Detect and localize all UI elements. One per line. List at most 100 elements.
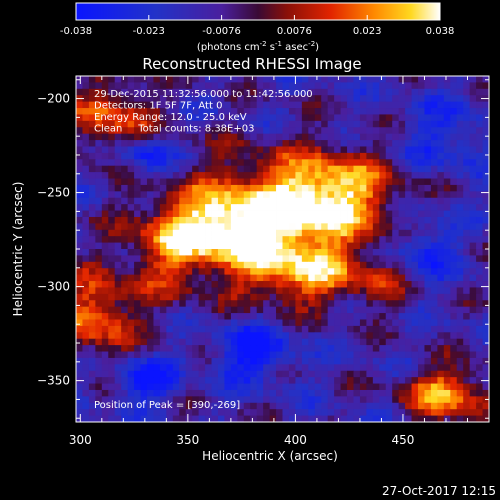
heatmap-cell xyxy=(463,370,471,378)
heatmap-cell xyxy=(205,300,212,308)
heatmap-cell xyxy=(379,396,387,404)
heatmap-cell xyxy=(101,351,109,359)
heatmap-cell xyxy=(424,146,432,154)
heatmap-cell xyxy=(476,114,483,122)
heatmap-cell xyxy=(237,88,245,96)
heatmap-cell xyxy=(101,197,109,205)
heatmap-cell xyxy=(198,338,206,346)
heatmap-cell xyxy=(327,82,335,90)
heatmap-cell xyxy=(166,409,174,416)
heatmap-cell xyxy=(185,133,193,141)
heatmap-cell xyxy=(437,383,445,391)
heatmap-cell xyxy=(211,313,219,320)
heatmap-cell xyxy=(127,293,135,301)
heatmap-cell xyxy=(205,133,212,141)
heatmap-cell xyxy=(205,140,212,147)
heatmap-cell xyxy=(185,236,193,243)
heatmap-cell xyxy=(411,101,419,109)
heatmap-cell xyxy=(95,120,103,128)
heatmap-cell xyxy=(314,370,322,378)
heatmap-cell xyxy=(121,261,129,269)
heatmap-cell xyxy=(159,95,167,103)
heatmap-cell xyxy=(476,415,483,423)
heatmap-cell xyxy=(482,293,490,301)
heatmap-cell xyxy=(314,383,322,391)
heatmap-cell xyxy=(430,415,438,423)
heatmap-cell xyxy=(379,377,387,384)
heatmap-cell xyxy=(321,146,329,154)
heatmap-cell xyxy=(340,242,348,250)
heatmap-cell xyxy=(114,108,122,115)
heatmap-cell xyxy=(340,261,348,269)
heatmap-cell xyxy=(340,229,348,237)
heatmap-cell xyxy=(347,108,354,115)
heatmap-cell xyxy=(424,133,432,141)
heatmap-cell xyxy=(153,178,161,186)
heatmap-cell xyxy=(82,357,90,365)
heatmap-cell xyxy=(469,152,477,160)
heatmap-cell xyxy=(88,293,96,301)
heatmap-cell xyxy=(469,140,477,147)
heatmap-cell xyxy=(366,338,374,346)
heatmap-cell xyxy=(359,95,367,103)
heatmap-cell xyxy=(340,165,348,173)
heatmap-cell xyxy=(217,133,225,141)
heatmap-cell xyxy=(463,332,471,340)
heatmap-cell xyxy=(327,159,335,167)
heatmap-cell xyxy=(392,313,400,320)
heatmap-cell xyxy=(482,306,490,314)
heatmap-cell xyxy=(269,261,277,269)
heatmap-cell xyxy=(269,242,277,250)
heatmap-cell xyxy=(443,120,451,128)
heatmap-cell xyxy=(288,293,296,301)
heatmap-cell xyxy=(353,300,361,308)
heatmap-cell xyxy=(482,229,490,237)
heatmap-cell xyxy=(127,140,135,147)
heatmap-cell xyxy=(198,127,206,135)
heatmap-cell xyxy=(76,223,83,231)
heatmap-cell xyxy=(437,165,445,173)
heatmap-cell xyxy=(379,204,387,211)
heatmap-cell xyxy=(411,133,419,141)
heatmap-cell xyxy=(211,402,219,410)
heatmap-cell xyxy=(411,377,419,384)
heatmap-cell xyxy=(430,229,438,237)
heatmap-cell xyxy=(301,345,309,352)
heatmap-cell xyxy=(411,191,419,199)
heatmap-cell xyxy=(308,306,316,314)
heatmap-cell xyxy=(76,249,83,256)
heatmap-cell xyxy=(482,383,490,391)
heatmap-cell xyxy=(334,101,341,109)
heatmap-cell xyxy=(340,114,348,122)
heatmap-cell xyxy=(205,229,212,237)
heatmap-cell xyxy=(166,281,174,288)
heatmap-cell xyxy=(140,383,148,391)
heatmap-cell xyxy=(88,338,96,346)
heatmap-cell xyxy=(418,101,425,109)
heatmap-cell xyxy=(340,268,348,276)
heatmap-cell xyxy=(469,300,477,308)
heatmap-cell xyxy=(95,300,103,308)
heatmap-cell xyxy=(456,229,464,237)
heatmap-cell xyxy=(334,409,341,416)
heatmap-cell xyxy=(282,76,290,83)
heatmap-cell xyxy=(243,76,251,83)
heatmap-cell xyxy=(314,108,322,115)
heatmap-cell xyxy=(340,108,348,115)
heatmap-cell xyxy=(450,261,458,269)
heatmap-cell xyxy=(282,332,290,340)
heatmap-cell xyxy=(282,165,290,173)
heatmap-cell xyxy=(198,152,206,160)
heatmap-cell xyxy=(411,325,419,333)
heatmap-cell xyxy=(288,325,296,333)
heatmap-cell xyxy=(166,249,174,256)
heatmap-cell xyxy=(179,101,187,109)
heatmap-cell xyxy=(88,229,96,237)
heatmap-cell xyxy=(159,383,167,391)
heatmap-cell xyxy=(301,146,309,154)
heatmap-cell xyxy=(424,261,432,269)
heatmap-cell xyxy=(398,313,406,320)
heatmap-cell xyxy=(205,357,212,365)
heatmap-cell xyxy=(437,364,445,372)
heatmap-cell xyxy=(385,127,393,135)
